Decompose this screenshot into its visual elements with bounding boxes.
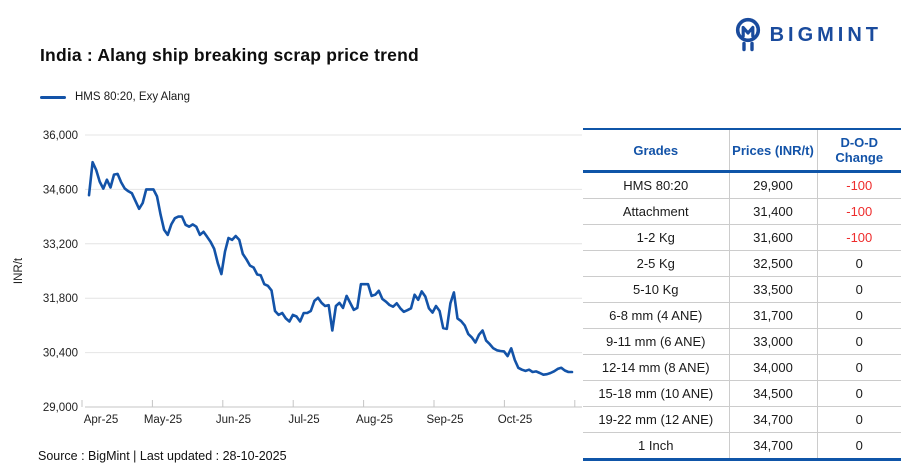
col-header-2: D-O-D Change	[816, 128, 901, 173]
x-axis-tick-label: May-25	[144, 414, 182, 426]
grade-cell: 2-5 Kg	[583, 250, 729, 277]
table-row: 2-5 Kg 32,500 0	[583, 250, 901, 277]
change-cell: 0	[816, 328, 901, 355]
table-row: HMS 80:20 29,900 -100	[583, 171, 901, 199]
table-row: 12-14 mm (8 ANE) 34,000 0	[583, 354, 901, 381]
source-footer: Source : BigMint | Last updated : 28-10-…	[38, 449, 287, 463]
grade-cell: 15-18 mm (10 ANE)	[583, 380, 729, 407]
y-axis-title: INR/t	[13, 257, 25, 284]
table-row: 1-2 Kg 31,600 -100	[583, 224, 901, 251]
price-cell: 32,500	[728, 250, 817, 277]
y-axis-tick-label: 33,200	[43, 239, 78, 251]
price-cell: 33,000	[728, 328, 817, 355]
price-cell: 31,600	[728, 224, 817, 251]
grade-cell: 1-2 Kg	[583, 224, 729, 251]
x-axis-tick-label: Oct-25	[498, 414, 533, 426]
x-axis-tick-label: Apr-25	[84, 414, 119, 426]
grade-cell: HMS 80:20	[583, 171, 729, 199]
table-row: Attachment 31,400 -100	[583, 198, 901, 225]
change-cell: 0	[816, 380, 901, 407]
price-cell: 34,700	[728, 406, 817, 433]
price-cell: 34,500	[728, 380, 817, 407]
price-cell: 34,700	[728, 432, 817, 461]
table-header-row: Grades Prices (INR/t) D-O-D Change	[583, 128, 901, 173]
price-cell: 31,700	[728, 302, 817, 329]
y-axis-tick-label: 31,800	[43, 293, 78, 305]
prices-table: Grades Prices (INR/t) D-O-D Change HMS 80:…	[583, 128, 901, 461]
y-axis-tick-label: 29,000	[43, 402, 78, 414]
change-cell: 0	[816, 406, 901, 433]
price-cell: 34,000	[728, 354, 817, 381]
price-series-line	[87, 160, 574, 376]
grade-cell: 5-10 Kg	[583, 276, 729, 303]
brand-name: BIGMINT	[769, 23, 882, 46]
change-cell: 0	[816, 354, 901, 381]
y-axis-tick-label: 34,600	[43, 184, 78, 196]
y-axis-tick-label: 36,000	[43, 130, 78, 142]
change-cell: -100	[816, 224, 901, 251]
col-header-0: Grades	[583, 128, 729, 173]
table-row: 9-11 mm (6 ANE) 33,000 0	[583, 328, 901, 355]
price-trend-line-chart: 29,000 30,400 31,800 33,200 34,600 36,000 Apr-…	[13, 130, 582, 426]
grade-cell: Attachment	[583, 198, 729, 225]
change-cell: -100	[816, 198, 901, 225]
legend-line-swatch	[40, 95, 66, 99]
change-cell: -100	[816, 171, 901, 199]
price-cell: 33,500	[728, 276, 817, 303]
table-row: 15-18 mm (10 ANE) 34,500 0	[583, 380, 901, 407]
change-cell: 0	[816, 302, 901, 329]
table-row: 19-22 mm (12 ANE) 34,700 0	[583, 406, 901, 433]
price-cell: 31,400	[728, 198, 817, 225]
y-axis-tick-label: 30,400	[43, 348, 78, 360]
grade-cell: 12-14 mm (8 ANE)	[583, 354, 729, 381]
chart-legend: HMS 80:20, Exy Alang	[40, 91, 190, 103]
grade-cell: 6-8 mm (4 ANE)	[583, 302, 729, 329]
x-axis-tick-label: Aug-25	[356, 414, 393, 426]
x-axis-tick-label: Sep-25	[426, 414, 463, 426]
bigmint-miner-icon	[735, 17, 760, 52]
table-body: HMS 80:20 29,900 -100 Attachment 31,400 -100 1…	[583, 171, 901, 461]
table-row: 1 Inch 34,700 0	[583, 432, 901, 461]
col-header-1: Prices (INR/t)	[728, 128, 817, 173]
bigmint-logo: BIGMINT	[733, 17, 882, 53]
price-cell: 29,900	[728, 171, 817, 199]
change-cell: 0	[816, 432, 901, 461]
grade-cell: 9-11 mm (6 ANE)	[583, 328, 729, 355]
page-title: India : Alang ship breaking scrap price …	[40, 45, 419, 65]
grade-cell: 19-22 mm (12 ANE)	[583, 406, 729, 433]
change-cell: 0	[816, 276, 901, 303]
legend-label: HMS 80:20, Exy Alang	[75, 91, 191, 103]
x-axis-tick-label: Jul-25	[288, 414, 319, 426]
x-axis-tick-label: Jun-25	[216, 414, 251, 426]
table-row: 6-8 mm (4 ANE) 31,700 0	[583, 302, 901, 329]
table-row: 5-10 Kg 33,500 0	[583, 276, 901, 303]
grade-cell: 1 Inch	[583, 432, 729, 461]
change-cell: 0	[816, 250, 901, 277]
